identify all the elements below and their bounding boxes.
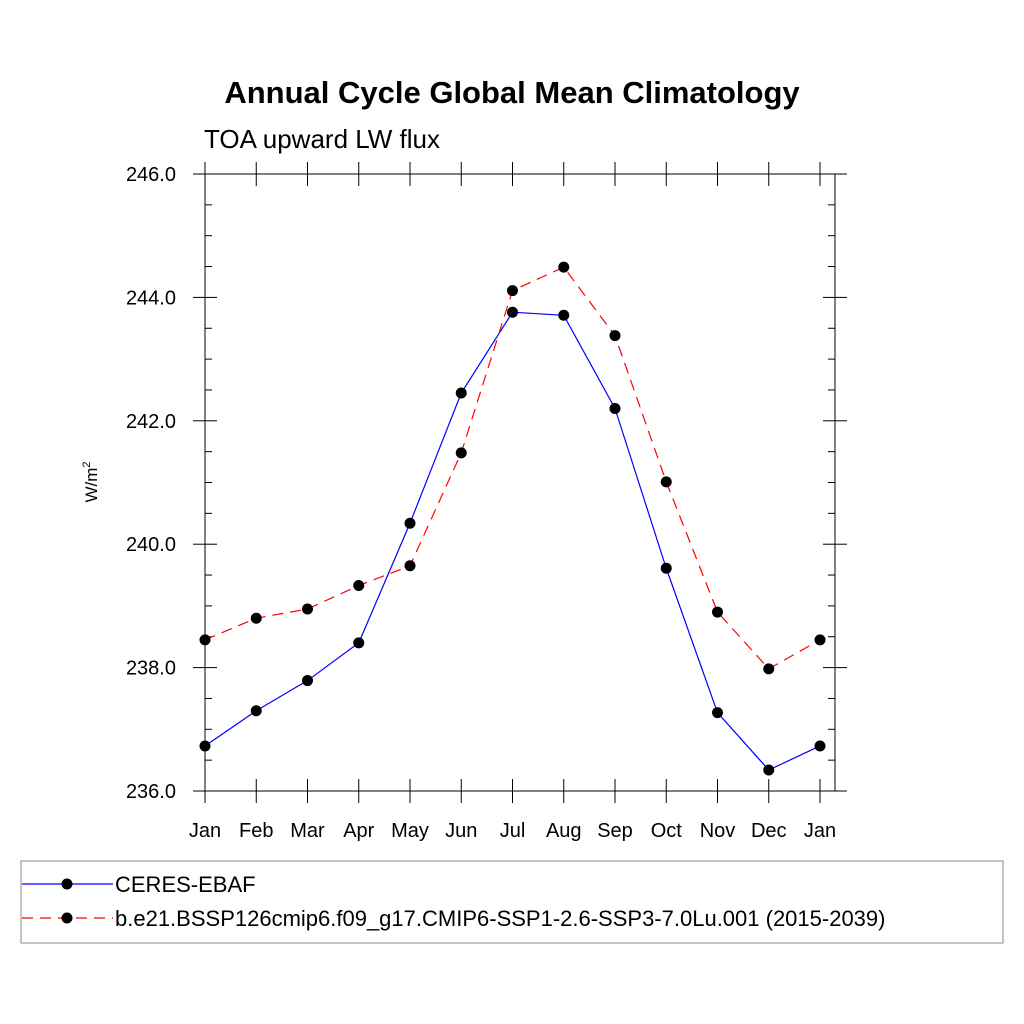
x-tick-label: Oct	[651, 820, 683, 842]
y-tick-label: 242.0	[126, 411, 176, 433]
legend: CERES-EBAF b.e21.BSSP126cmip6.f09_g17.CMI…	[20, 860, 1004, 944]
series-2-point	[558, 261, 570, 273]
chart-subtitle: TOA upward LW flux	[204, 124, 440, 154]
plot-axes: 236.0 238.0 240.0 242.0 244.0 246.0 Jan Feb Mar A…	[126, 162, 847, 842]
x-tick-label: May	[391, 820, 429, 842]
y-axis-label: W/m2	[81, 461, 101, 502]
x-tick-label: Mar	[290, 820, 325, 842]
series-1-point	[199, 740, 211, 752]
chart-title: Annual Cycle Global Mean Climatology	[224, 75, 800, 110]
x-tick-label: Feb	[239, 820, 273, 842]
series-1-point	[302, 675, 313, 687]
series-2-point	[353, 580, 365, 592]
x-tick-label: Jan	[189, 820, 221, 842]
y-tick-label: 246.0	[126, 164, 176, 186]
x-tick-label: Apr	[343, 820, 374, 842]
x-tick-label: Jul	[500, 820, 526, 842]
y-axis-label-base: W/m	[82, 468, 101, 503]
series-line-1	[204, 311, 821, 771]
series-1-point	[507, 306, 518, 318]
x-tick-label: Jun	[445, 820, 477, 842]
legend-box	[20, 860, 1004, 944]
series-1-point	[455, 387, 467, 399]
y-tick-label: 244.0	[126, 287, 176, 309]
series-1-point	[660, 562, 672, 574]
series-1-point	[609, 402, 621, 414]
series-2-point	[712, 606, 723, 618]
plot-frame	[204, 173, 836, 792]
legend-marker-1	[61, 878, 73, 890]
y-tick-label: 236.0	[126, 781, 176, 803]
x-tick-label: Sep	[597, 820, 633, 842]
series-2-point	[404, 560, 416, 572]
series-1-point	[250, 705, 262, 717]
x-tick-label: Dec	[751, 820, 787, 842]
series-2-point	[609, 330, 621, 342]
series-2-point	[199, 634, 211, 646]
y-tick-label: 240.0	[126, 534, 176, 556]
series-line-2	[204, 266, 821, 670]
series-2-point	[660, 476, 672, 488]
series-2-point	[302, 603, 313, 615]
legend-marker-2	[61, 912, 73, 924]
series-1-point	[558, 309, 570, 321]
x-tick-label: Aug	[546, 820, 582, 842]
series-1-point	[814, 740, 826, 752]
x-tick-label: Jan	[804, 820, 836, 842]
legend-label-2: b.e21.BSSP126cmip6.f09_g17.CMIP6-SSP1-2.…	[115, 906, 885, 931]
series-2-point	[250, 612, 262, 624]
series-1-point	[763, 764, 775, 776]
series-1-point	[404, 517, 416, 529]
series-layer	[199, 261, 826, 776]
series-1-point	[712, 707, 723, 719]
y-axis-label-superscript: 2	[81, 461, 93, 467]
x-tick-label: Nov	[700, 820, 736, 842]
series-1-point	[353, 637, 365, 649]
series-2-point	[763, 663, 775, 675]
series-2-point	[455, 447, 467, 459]
series-2-point	[507, 285, 518, 297]
legend-label-1: CERES-EBAF	[115, 872, 256, 897]
series-2-point	[814, 634, 826, 646]
y-tick-label: 238.0	[126, 658, 176, 680]
